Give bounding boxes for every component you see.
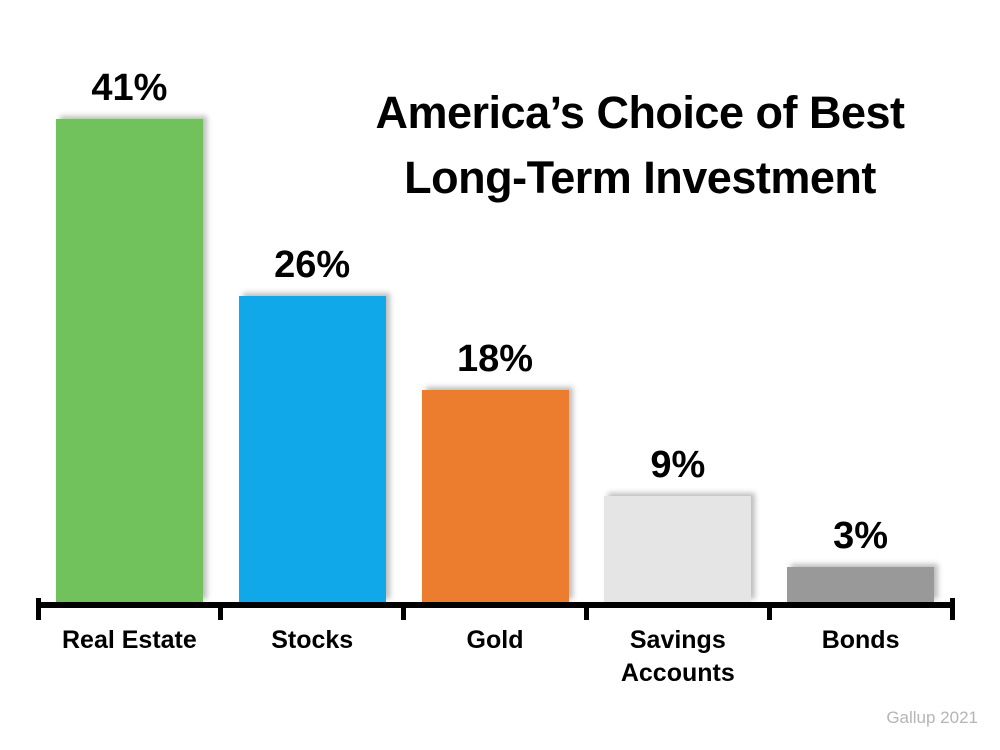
bar-value-label-stocks: 26% <box>274 243 351 286</box>
x-axis-tick <box>401 602 407 620</box>
bar-real-estate <box>55 119 203 602</box>
x-axis-tick <box>35 598 41 620</box>
bar-gold <box>421 389 569 602</box>
bar-savings-accounts <box>604 495 752 602</box>
bar-bonds <box>787 566 935 602</box>
category-label-gold: Gold <box>466 626 524 654</box>
x-axis-tick <box>218 602 224 620</box>
x-axis-tick <box>766 602 772 620</box>
x-axis-tick <box>949 598 955 620</box>
chart-title-line-1: America’s Choice of Best <box>375 87 905 138</box>
bar-value-label-real-estate: 41% <box>91 67 168 109</box>
category-label-bonds: Bonds <box>821 626 900 654</box>
chart-title: America’s Choice of Best Long-Term Inves… <box>340 80 940 211</box>
category-label-stocks: Stocks <box>271 626 354 654</box>
chart-title-line-2: Long-Term Investment <box>404 152 876 204</box>
x-axis-line <box>38 602 954 608</box>
source-credit: Gallup 2021 <box>886 708 978 727</box>
bar-stocks <box>238 295 386 602</box>
category-label-savings-accounts: Savings Accounts <box>620 626 735 687</box>
x-axis-tick <box>583 602 589 620</box>
bar-value-label-savings-accounts: 9% <box>650 443 706 486</box>
bar-value-label-gold: 18% <box>456 337 534 380</box>
category-label-real-estate: Real Estate <box>61 626 197 654</box>
bar-value-label-bonds: 3% <box>833 514 889 557</box>
